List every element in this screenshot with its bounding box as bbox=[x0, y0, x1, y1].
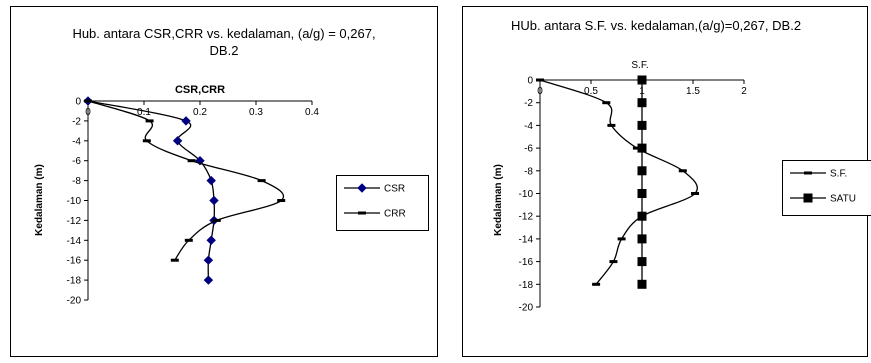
x-tick-label: 0.2 bbox=[193, 107, 207, 118]
data-point bbox=[691, 192, 700, 195]
y-tick-label: -10 bbox=[519, 189, 534, 200]
y-tick-label: -2 bbox=[72, 116, 81, 127]
y-tick-label: -16 bbox=[519, 257, 534, 268]
data-point bbox=[181, 116, 191, 126]
y-tick-label: -10 bbox=[67, 196, 82, 207]
legend-label: CRR bbox=[384, 209, 406, 220]
y-tick-label: -4 bbox=[72, 136, 81, 147]
x-tick-label: 0.1 bbox=[137, 107, 151, 118]
x-tick-label: 0.4 bbox=[305, 107, 319, 118]
y-tick-label: -2 bbox=[524, 98, 533, 109]
chart-1-legend bbox=[336, 175, 429, 231]
data-point bbox=[637, 166, 647, 176]
data-point bbox=[609, 260, 618, 264]
legend-marker bbox=[357, 183, 367, 193]
data-point bbox=[637, 211, 647, 221]
series-csr bbox=[83, 96, 219, 285]
legend-item-csr: CSR bbox=[344, 183, 405, 195]
data-point bbox=[637, 98, 647, 108]
legend-item-satu: SATU bbox=[790, 193, 856, 205]
y-tick-label: -4 bbox=[524, 121, 533, 132]
data-point bbox=[187, 159, 196, 163]
y-tick-label: -14 bbox=[67, 236, 82, 247]
chart-1: Hub. antara CSR,CRR vs. kedalaman, (a/g)… bbox=[10, 6, 438, 357]
data-point bbox=[257, 179, 266, 183]
data-point bbox=[172, 136, 183, 146]
data-point bbox=[84, 99, 92, 103]
data-point bbox=[145, 119, 154, 123]
data-point bbox=[592, 282, 601, 286]
y-tick-label: -8 bbox=[524, 166, 533, 177]
legend-marker bbox=[803, 193, 813, 203]
y-tick-label: -6 bbox=[72, 156, 81, 167]
chart-2: HUb. antara S.F. vs. kedalaman,(a/g)=0,2… bbox=[462, 6, 871, 357]
data-point bbox=[637, 234, 647, 244]
y-tick-label: -16 bbox=[67, 256, 82, 267]
legend-label: S.F. bbox=[830, 169, 847, 180]
y-tick-label: -20 bbox=[519, 303, 534, 314]
data-point bbox=[637, 257, 647, 267]
x-tick-label: 1.5 bbox=[686, 86, 700, 97]
y-tick-label: -14 bbox=[519, 234, 534, 245]
data-point bbox=[632, 146, 641, 150]
data-point bbox=[637, 75, 647, 85]
legend-label: CSR bbox=[384, 184, 405, 195]
data-point bbox=[536, 78, 544, 82]
y-tick-label: -20 bbox=[67, 296, 82, 307]
data-point bbox=[170, 258, 179, 262]
y-tick-label: -8 bbox=[72, 176, 81, 187]
data-point bbox=[607, 123, 616, 127]
data-point bbox=[203, 275, 214, 285]
legend-item-crr: CRR bbox=[344, 209, 406, 220]
chart-1-y-axis-title: Kedalaman (m) bbox=[34, 164, 45, 236]
legend-label: SATU bbox=[830, 194, 856, 205]
chart-1-x-axis-title: CSR,CRR bbox=[175, 84, 225, 96]
legend-marker bbox=[804, 171, 812, 175]
chart-2-title: HUb. antara S.F. vs. kedalaman,(a/g)=0,2… bbox=[511, 18, 801, 33]
data-point bbox=[206, 175, 216, 186]
chart-1-title-line2: DB.2 bbox=[210, 43, 239, 58]
legend-item-s-f-: S.F. bbox=[790, 169, 847, 180]
data-point bbox=[637, 279, 647, 289]
data-point bbox=[142, 139, 151, 143]
y-tick-label: -12 bbox=[67, 216, 82, 227]
y-tick-label: 0 bbox=[75, 97, 81, 108]
x-tick-label: 2 bbox=[741, 86, 747, 97]
data-point bbox=[678, 169, 687, 173]
data-point bbox=[637, 189, 647, 198]
x-tick-label: 0.5 bbox=[584, 86, 598, 97]
y-tick-label: -18 bbox=[67, 276, 82, 287]
chart-2-y-axis-title: Kedalaman (m) bbox=[493, 164, 504, 236]
y-tick-label: -6 bbox=[524, 144, 533, 155]
chart-2-legend bbox=[782, 160, 871, 216]
series-line bbox=[87, 100, 216, 281]
series-crr bbox=[84, 99, 286, 262]
data-point bbox=[637, 143, 647, 153]
chart-1-title-line1: Hub. antara CSR,CRR vs. kedalaman, (a/g)… bbox=[72, 26, 375, 41]
y-tick-label: 0 bbox=[527, 76, 533, 87]
data-point bbox=[637, 120, 647, 130]
data-point bbox=[206, 235, 216, 246]
legend-marker bbox=[358, 211, 366, 215]
data-point bbox=[602, 101, 611, 105]
data-point bbox=[212, 218, 221, 222]
series-satu bbox=[637, 75, 647, 289]
data-point bbox=[184, 238, 193, 242]
data-point bbox=[277, 199, 286, 202]
x-tick-label: 0.3 bbox=[249, 107, 263, 118]
data-point bbox=[617, 237, 626, 241]
chart-2-x-axis-title: S.F. bbox=[631, 60, 648, 71]
y-tick-label: -12 bbox=[519, 212, 534, 223]
series-line bbox=[539, 79, 698, 285]
y-tick-label: -18 bbox=[519, 280, 534, 291]
data-point bbox=[209, 195, 219, 206]
data-point bbox=[203, 255, 214, 265]
